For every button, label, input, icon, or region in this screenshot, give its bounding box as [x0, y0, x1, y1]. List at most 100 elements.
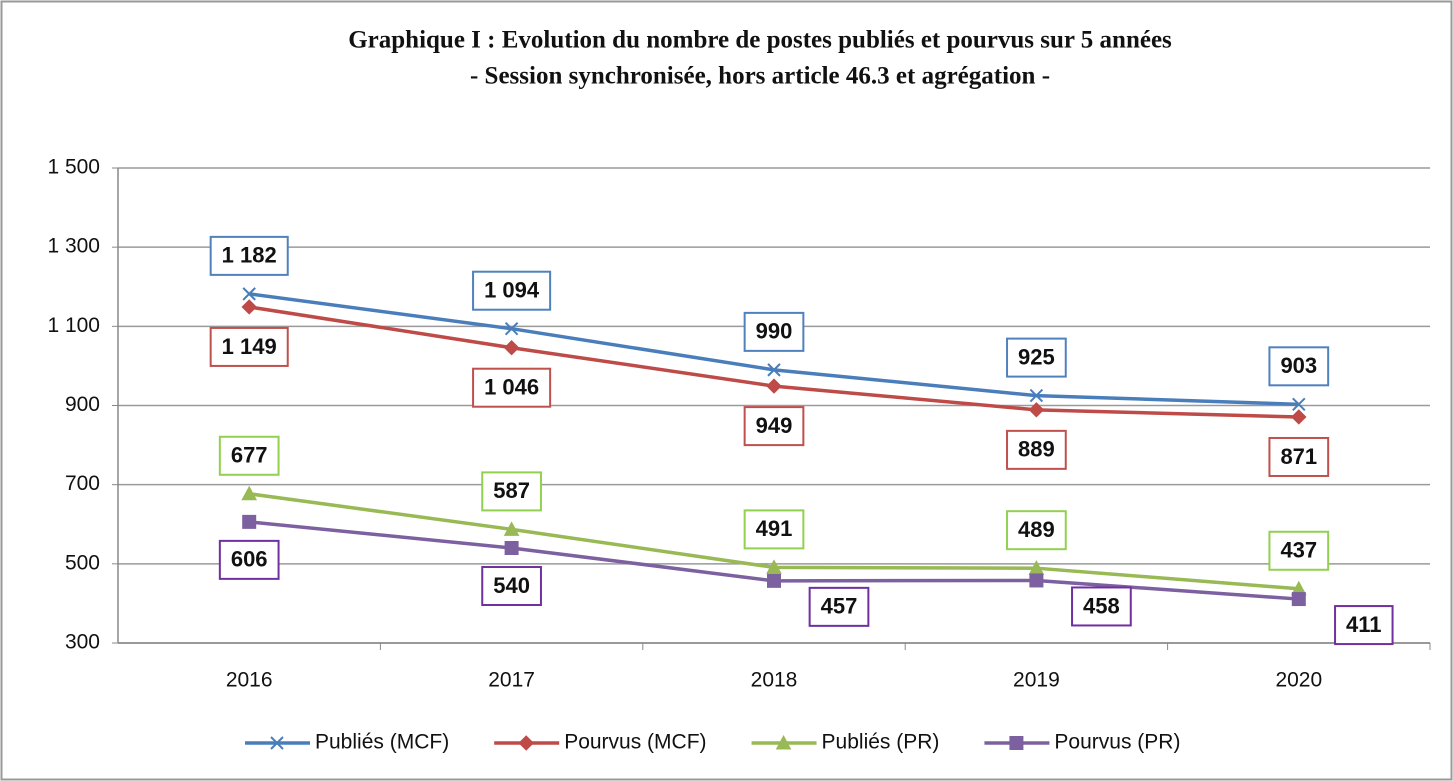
data-label: 1 149	[209, 326, 289, 367]
data-label-text: 437	[1280, 538, 1317, 563]
data-label-box	[481, 566, 542, 606]
data-label: 457	[808, 586, 870, 627]
y-tick-label: 1 100	[47, 314, 100, 337]
data-label-text: 677	[231, 443, 268, 468]
legend-marker	[518, 735, 534, 751]
legend-label: Pourvus (MCF)	[564, 731, 706, 754]
data-label-text: 587	[493, 478, 530, 503]
data-label-text: 990	[756, 319, 793, 344]
data-label-text: 457	[821, 594, 858, 619]
marker	[504, 322, 519, 336]
data-label-text: 949	[756, 413, 793, 438]
legend-marker	[775, 734, 792, 750]
marker	[1292, 397, 1306, 412]
data-label-text: 871	[1280, 444, 1317, 469]
data-label: 411	[1334, 605, 1394, 646]
data-label-box	[472, 367, 552, 408]
data-label-text: 606	[231, 547, 268, 572]
data-label-box	[209, 235, 289, 276]
data-label-box	[1268, 346, 1330, 387]
legend-marker	[1009, 736, 1024, 750]
marker	[504, 541, 519, 555]
data-label: 587	[481, 471, 542, 512]
data-label-text: 1 046	[484, 375, 539, 400]
data-label: 677	[218, 435, 280, 476]
marker	[241, 299, 257, 315]
data-label-text: 1 094	[484, 278, 540, 303]
chart-subtitle: - Session synchronisée, hors article 46.…	[470, 63, 1050, 90]
data-label-text: 489	[1018, 517, 1055, 542]
marker	[1291, 409, 1307, 425]
data-label-text: 903	[1280, 353, 1317, 378]
marker	[503, 521, 520, 536]
data-label-text: 540	[493, 573, 530, 598]
data-label-box	[1268, 436, 1330, 477]
chart-title: Graphique I : Evolution du nombre de pos…	[348, 27, 1172, 54]
data-label: 1 046	[472, 367, 552, 408]
data-label-box	[481, 471, 542, 512]
data-label-text: 1 182	[222, 243, 277, 268]
x-tick-label: 2016	[226, 669, 273, 692]
marker	[1028, 402, 1045, 418]
data-label-box	[1006, 429, 1067, 470]
marker	[241, 485, 258, 501]
marker	[1029, 388, 1044, 403]
data-label: 540	[481, 566, 542, 606]
data-label-box	[1268, 530, 1330, 571]
marker	[242, 514, 257, 529]
data-label: 437	[1268, 530, 1330, 571]
data-label-box	[1334, 605, 1394, 646]
data-label-box	[1006, 510, 1067, 551]
data-label-box	[209, 326, 289, 367]
data-label: 1 182	[209, 235, 289, 276]
x-tick-label: 2017	[488, 669, 535, 692]
marker	[503, 340, 520, 356]
data-label-box	[218, 539, 280, 580]
data-label-box	[218, 435, 280, 476]
data-label: 458	[1071, 586, 1132, 627]
x-tick-label: 2020	[1275, 669, 1322, 692]
data-label-box	[743, 406, 805, 447]
data-label-box	[743, 509, 805, 550]
data-label: 903	[1268, 346, 1330, 387]
data-label-text: 411	[1346, 612, 1382, 637]
marker	[1029, 573, 1044, 588]
x-tick-label: 2018	[751, 669, 798, 692]
data-label-text: 925	[1018, 344, 1055, 369]
marker	[767, 363, 781, 377]
marker	[1291, 592, 1306, 607]
data-label-box	[1071, 586, 1132, 627]
y-tick-label: 300	[65, 631, 100, 654]
x-tick-label: 2019	[1013, 669, 1060, 692]
y-tick-label: 700	[65, 472, 100, 495]
data-label-box	[743, 311, 805, 352]
data-label: 1 094	[472, 270, 552, 311]
marker	[766, 378, 782, 394]
y-tick-label: 500	[65, 551, 100, 574]
marker	[766, 559, 782, 574]
data-label-box	[472, 270, 552, 311]
data-label: 949	[743, 406, 805, 447]
legend-label: Pourvus (PR)	[1054, 731, 1180, 754]
legend-marker	[270, 736, 284, 750]
legend-label: Publiés (PR)	[822, 731, 940, 754]
data-label-text: 491	[756, 516, 793, 541]
data-label: 489	[1006, 510, 1067, 551]
marker	[242, 287, 256, 301]
data-label-box	[1006, 337, 1067, 378]
data-label: 491	[743, 509, 805, 550]
data-label: 606	[218, 539, 280, 580]
data-label: 990	[743, 311, 805, 352]
data-label: 871	[1268, 436, 1330, 477]
y-tick-label: 1 300	[47, 235, 100, 258]
data-label-text: 458	[1083, 593, 1120, 618]
y-tick-label: 1 500	[47, 156, 100, 179]
data-label-text: 1 149	[222, 334, 277, 359]
data-label-box	[808, 586, 870, 627]
data-label: 889	[1006, 429, 1067, 470]
y-tick-label: 900	[65, 393, 100, 416]
legend-label: Publiés (MCF)	[315, 731, 449, 754]
